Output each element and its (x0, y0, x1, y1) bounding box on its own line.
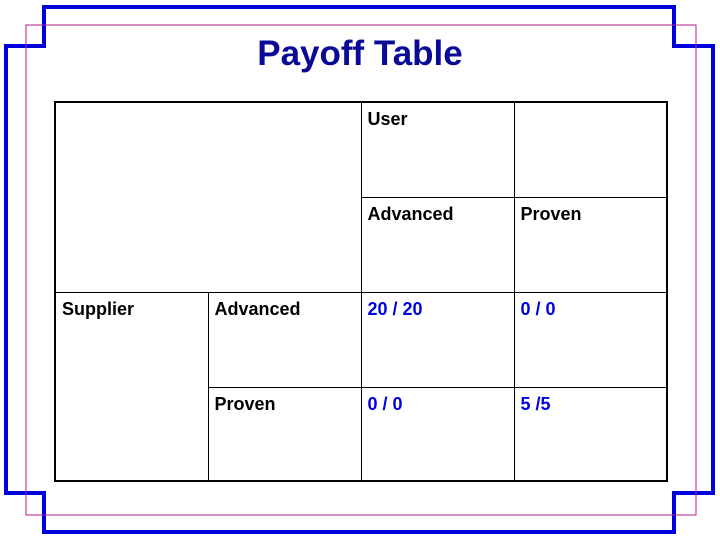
empty-header-cell (513, 101, 668, 198)
row-strategy-advanced: Advanced (207, 292, 362, 388)
payoff-advanced-advanced: 20 / 20 (360, 292, 515, 388)
outer-blue-frame (4, 5, 715, 534)
payoff-proven-proven: 5 /5 (513, 387, 668, 482)
inner-magenta-frame (25, 24, 697, 516)
table-row: Proven 0 / 0 5 /5 (55, 387, 668, 482)
table-row: User (54, 101, 668, 293)
column-player-label: User (360, 101, 515, 198)
payoff-table: User Advanced Proven Supplier Advanced 2… (54, 101, 668, 482)
column-strategy-proven: Proven (513, 197, 668, 293)
row-strategy-proven: Proven (207, 387, 362, 482)
empty-corner-cell (54, 101, 362, 293)
page-title: Payoff Table (257, 34, 463, 73)
payoff-advanced-proven: 0 / 0 (513, 292, 668, 388)
payoff-proven-advanced: 0 / 0 (360, 387, 515, 482)
row-player-label: Supplier (54, 292, 209, 482)
table-row: Supplier Advanced 20 / 20 0 / 0 (54, 292, 668, 482)
column-strategy-advanced: Advanced (360, 197, 515, 293)
table-row: Advanced Proven (55, 197, 668, 293)
